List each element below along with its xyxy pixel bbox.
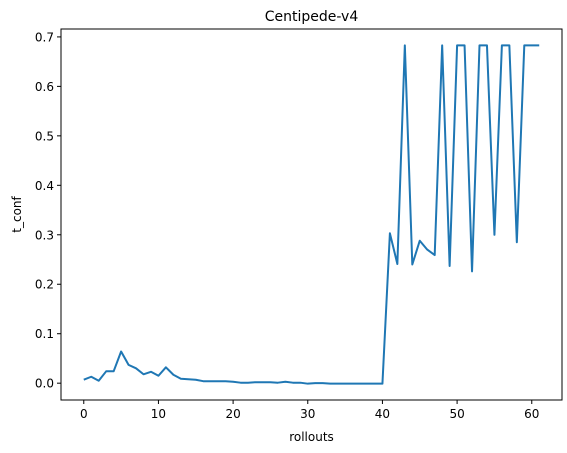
plot-frame: [60, 28, 563, 401]
y-tick-label: 0.6: [35, 80, 54, 94]
x-tick-label: 0: [80, 407, 88, 421]
y-tick-label: 0.3: [35, 228, 54, 242]
x-tick-label: 60: [524, 407, 539, 421]
y-axis-label: t_conf: [10, 195, 24, 232]
chart-title: Centipede-v4: [265, 9, 359, 25]
x-tick-label: 30: [300, 407, 315, 421]
y-tick-label: 0.7: [35, 30, 54, 44]
y-tick-label: 0.0: [35, 377, 54, 391]
x-tick-label: 50: [449, 407, 464, 421]
series-line: [83, 44, 540, 385]
x-tick-label: 10: [151, 407, 166, 421]
y-tick-label: 0.5: [35, 129, 54, 143]
y-tick-label: 0.1: [35, 327, 54, 341]
x-tick-label: 20: [225, 407, 240, 421]
plot-area: [83, 44, 540, 385]
x-axis-label: rollouts: [289, 430, 334, 444]
y-tick-label: 0.2: [35, 278, 54, 292]
y-tick-label: 0.4: [35, 179, 54, 193]
x-tick-label: 40: [375, 407, 390, 421]
x-axis-ticks: 0 10 20 30 40 50 60: [80, 400, 539, 421]
y-axis-ticks: 0.0 0.1 0.2 0.3 0.4 0.5 0.6 0.7: [35, 30, 61, 391]
